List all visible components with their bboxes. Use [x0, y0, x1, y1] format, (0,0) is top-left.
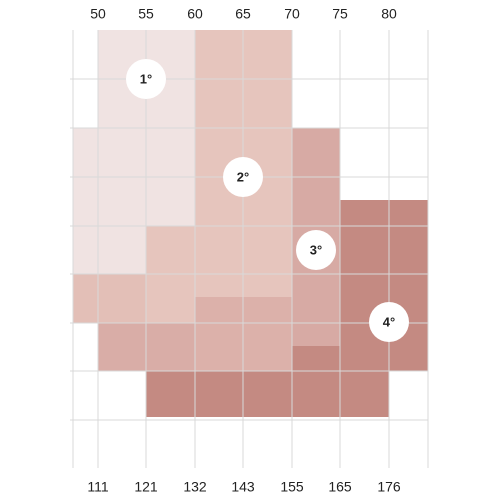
top-axis-label: 65 [235, 6, 251, 22]
bottom-axis-label: 176 [377, 479, 401, 495]
zone-1-area [73, 226, 146, 274]
bottom-axis-label: 121 [134, 479, 158, 495]
zone-badge [369, 302, 409, 342]
top-axis: 50 55 60 65 70 75 80 [90, 6, 397, 22]
bottom-axis-label: 132 [183, 479, 207, 495]
zone-label: 3° [310, 242, 322, 257]
zone-label: 4° [383, 314, 395, 329]
bottom-axis-label: 165 [328, 479, 352, 495]
bottom-axis-label: 155 [280, 479, 304, 495]
zone-badge [296, 230, 336, 270]
top-axis-label: 70 [284, 6, 300, 22]
zone-badges: 1° 2° 3° 4° [126, 59, 409, 342]
top-axis-label: 75 [332, 6, 348, 22]
zone-4-area [292, 346, 340, 371]
zone-4-area [146, 371, 389, 417]
top-axis-label: 55 [138, 6, 154, 22]
zone-2-area [73, 274, 146, 323]
bottom-axis: 111 121 132 143 155 165 176 [87, 479, 401, 495]
zone-label: 1° [140, 71, 152, 86]
zone-badge [126, 59, 166, 99]
zone-areas [73, 30, 428, 417]
bottom-axis-label: 111 [87, 479, 108, 495]
top-axis-label: 80 [381, 6, 397, 22]
top-axis-label: 50 [90, 6, 106, 22]
bottom-axis-label: 143 [231, 479, 255, 495]
zone-badge [223, 157, 263, 197]
zone-label: 2° [237, 169, 249, 184]
top-axis-label: 60 [187, 6, 203, 22]
zone-4-area [340, 200, 428, 371]
grid [70, 30, 429, 468]
